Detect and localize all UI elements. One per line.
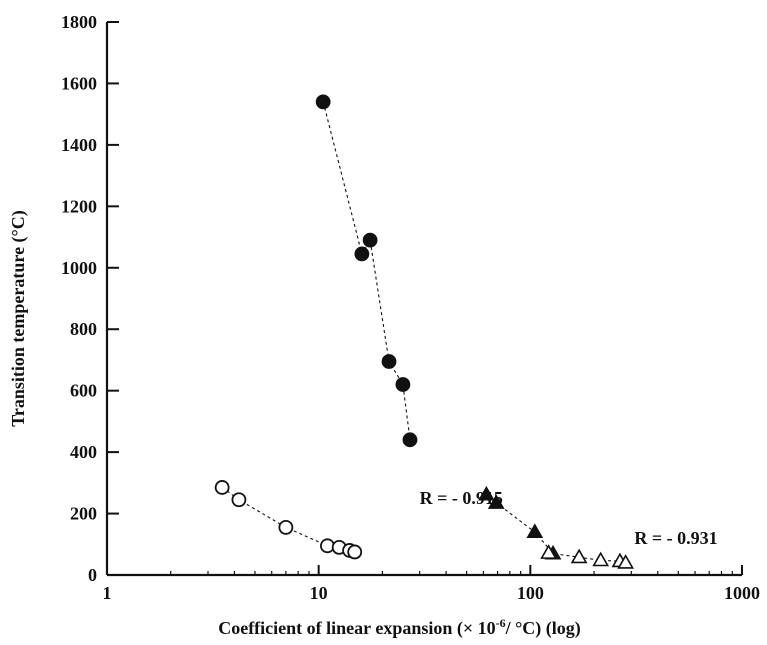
open-triangle-marker	[592, 551, 610, 567]
filled-circle-marker	[362, 232, 378, 248]
y-tick-label: 1600	[61, 73, 97, 93]
correlation-annotation: R = - 0.915	[420, 488, 503, 508]
filled-circle-marker	[402, 432, 418, 448]
filled-circle-marker	[354, 246, 370, 262]
y-ticks: 0 200 400 600 800 1000 1200 1400 1600 1800	[61, 12, 119, 585]
y-axis-title: Transition temperature (°C)	[8, 210, 29, 427]
y-tick-label: 600	[70, 381, 97, 401]
filled-triangle-marker	[487, 494, 505, 509]
y-tick-label: 1400	[61, 135, 97, 155]
fit-line-series-1	[322, 101, 411, 440]
y-tick-label: 400	[70, 442, 97, 462]
x-tick-label: 1000	[724, 583, 760, 603]
open-circle-marker	[231, 492, 247, 508]
filled-circle-marker	[315, 94, 331, 110]
filled-triangle-marker	[526, 523, 544, 539]
y-tick-label: 1800	[61, 12, 97, 32]
y-tick-label: 0	[88, 565, 97, 585]
filled-circle-marker	[395, 377, 411, 392]
y-tick-label: 1000	[61, 258, 97, 278]
open-triangle-marker	[570, 548, 588, 564]
x-tick-label: 100	[517, 583, 544, 603]
open-triangle-marker	[617, 554, 635, 569]
filled-triangle-marker	[478, 485, 495, 501]
x-axis-title-main: Coefficient of linear expansion (× 10	[218, 618, 495, 639]
axes	[105, 22, 742, 577]
open-circle-marker	[347, 544, 363, 560]
open-circle-marker	[214, 480, 230, 495]
y-tick-label: 200	[70, 504, 97, 524]
x-tick-label: 1	[103, 583, 112, 603]
y-tick-label: 800	[70, 319, 97, 339]
x-ticks: 1 10 100 1000	[103, 565, 760, 603]
x-axis-title-superscript: -6	[496, 616, 506, 630]
open-triangle-marker	[540, 544, 557, 559]
x-tick-label: 10	[310, 583, 328, 603]
filled-circle-marker	[381, 354, 397, 369]
open-circle-marker	[278, 519, 294, 535]
y-tick-label: 1200	[61, 196, 97, 216]
x-axis-title-tail: / °C) (log)	[505, 618, 581, 639]
correlation-annotation: R = - 0.931	[634, 528, 717, 548]
x-axis-title: Coefficient of linear expansion (× 10-6/…	[218, 616, 581, 639]
data-points	[214, 94, 635, 569]
annotations: R = - 0.915 R = - 0.931	[420, 488, 718, 548]
